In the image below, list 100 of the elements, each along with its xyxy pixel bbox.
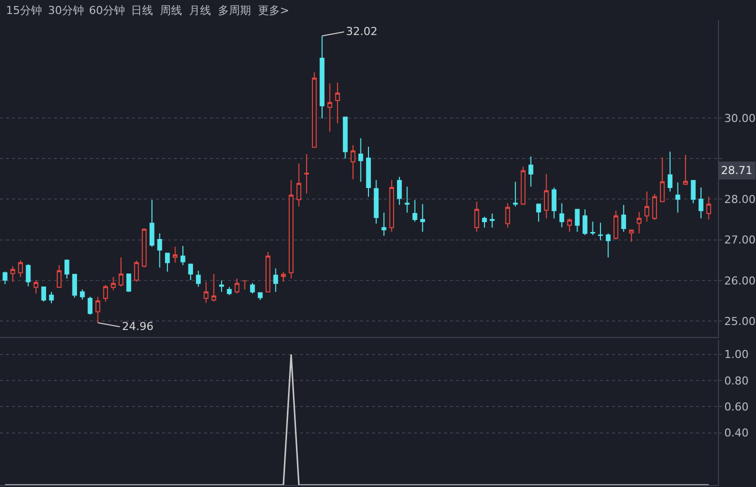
candlestick — [196, 270, 201, 288]
candlestick — [636, 211, 642, 234]
text: 更多> — [258, 4, 290, 17]
candlestick — [574, 208, 580, 232]
y-tick-label: 25.00 — [724, 315, 756, 328]
candlestick — [567, 218, 572, 232]
candlestick — [552, 186, 556, 219]
y-tick-label: 27.00 — [724, 234, 756, 247]
candlestick — [258, 292, 263, 301]
candlestick — [660, 156, 665, 202]
candlestick — [288, 180, 294, 279]
text: 30分钟 — [48, 4, 84, 17]
candlestick — [118, 256, 124, 288]
candlestick — [188, 262, 194, 281]
text: 15分钟 — [6, 4, 42, 17]
candlestick — [18, 260, 23, 278]
candlestick — [382, 212, 386, 236]
candlestick — [110, 276, 116, 291]
candlestick — [273, 268, 278, 292]
candlestick — [134, 260, 139, 282]
candlestick — [10, 266, 16, 282]
candlestick — [397, 176, 402, 206]
candlestick — [389, 180, 394, 232]
y-tick-label: 0.40 — [724, 426, 749, 440]
candlestick — [482, 216, 487, 228]
candlestick — [49, 291, 54, 304]
candlestick — [226, 286, 232, 296]
candlestick — [520, 166, 526, 206]
candlestick — [150, 200, 154, 248]
candlestick — [675, 182, 680, 214]
candlestick — [95, 296, 100, 324]
candlestick — [172, 246, 178, 264]
candlestick — [582, 208, 588, 236]
candlestick — [412, 200, 418, 222]
candlestick — [335, 82, 340, 124]
candlestick — [327, 82, 332, 132]
y-tick-label: 28.00 — [724, 193, 756, 206]
candlestick — [281, 271, 286, 282]
candlestick — [2, 271, 8, 285]
candlestick — [142, 228, 147, 268]
candlestick — [266, 252, 270, 292]
candlestick — [41, 286, 46, 302]
candlestick — [219, 280, 224, 292]
annotation: 28.71 — [721, 164, 752, 177]
candlestick — [374, 180, 379, 224]
candlestick — [706, 196, 712, 220]
candlestick — [296, 162, 302, 208]
y-tick-label: 0.60 — [724, 400, 749, 414]
candlestick — [358, 138, 364, 182]
annotation: 32.02 — [346, 25, 378, 38]
text: 60分钟 — [89, 4, 125, 17]
candlestick — [350, 144, 356, 180]
candlestick — [157, 232, 162, 268]
candlestick — [26, 264, 31, 287]
annotation: 24.96 — [122, 320, 154, 333]
candlestick — [320, 35, 324, 119]
candlestick — [513, 181, 518, 208]
candlestick — [103, 284, 108, 302]
candlestick — [590, 221, 596, 236]
candlestick — [644, 191, 650, 222]
candlestick — [629, 230, 634, 242]
candlestick — [34, 280, 38, 294]
text: 周线 — [160, 4, 182, 17]
candlestick — [474, 201, 480, 232]
candlestick — [242, 280, 248, 290]
text: 月线 — [189, 4, 211, 17]
candlestick — [621, 204, 626, 232]
y-tick-label: 0.80 — [724, 374, 749, 388]
text: 日线 — [131, 4, 153, 17]
candlestick — [614, 210, 618, 240]
candlestick — [668, 151, 672, 192]
candlestick — [544, 174, 549, 219]
candlestick — [312, 72, 317, 148]
candlestick — [683, 154, 688, 186]
candlestick — [126, 274, 132, 292]
candlestick — [698, 186, 704, 219]
candlestick — [505, 202, 510, 228]
candlestick — [420, 204, 425, 232]
candlestick — [211, 274, 216, 302]
candlestick — [64, 258, 70, 279]
text: 多周期 — [218, 4, 251, 17]
candlestick — [72, 274, 78, 298]
candlestick — [304, 154, 309, 194]
candlestick — [80, 288, 85, 300]
candlestick — [528, 156, 534, 188]
candlestick — [250, 282, 255, 294]
candlestick — [606, 232, 611, 258]
y-tick-label: 30.00 — [724, 112, 756, 125]
candlestick — [88, 296, 92, 316]
candlestick — [404, 186, 410, 214]
candlestick — [56, 264, 62, 288]
candlestick — [342, 116, 348, 160]
y-tick-label: 26.00 — [724, 274, 756, 288]
candlestick — [598, 222, 603, 241]
candlestick — [366, 146, 371, 198]
candlestick — [165, 252, 170, 272]
candlestick — [690, 180, 696, 204]
candlestick — [234, 278, 240, 294]
candlestick — [559, 202, 564, 228]
candlestick — [204, 281, 208, 304]
